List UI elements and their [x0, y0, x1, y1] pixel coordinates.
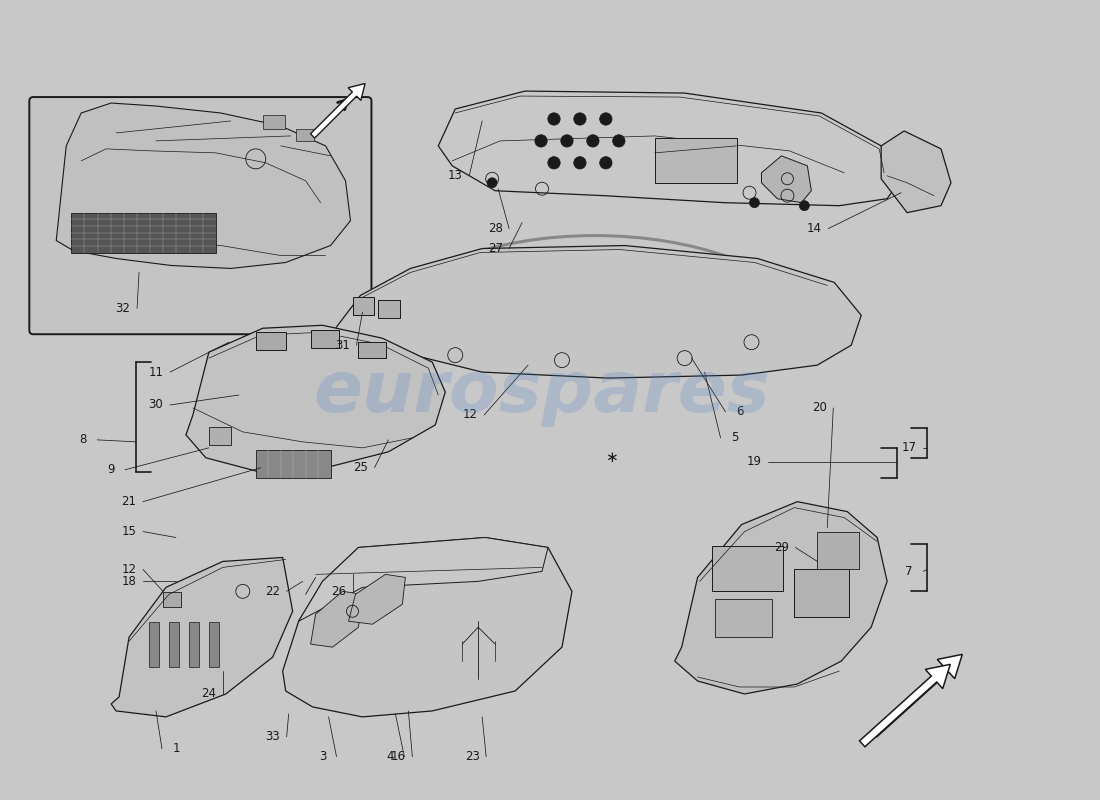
- Text: eurospares: eurospares: [314, 358, 770, 426]
- Polygon shape: [674, 502, 887, 694]
- Circle shape: [548, 113, 560, 125]
- Text: 8: 8: [79, 434, 87, 446]
- Bar: [352, 298, 374, 315]
- Text: ∗: ∗: [605, 450, 618, 466]
- Circle shape: [574, 157, 586, 169]
- Circle shape: [613, 134, 625, 147]
- Text: 32: 32: [116, 302, 131, 315]
- FancyBboxPatch shape: [30, 97, 372, 334]
- Text: 9: 9: [108, 463, 114, 476]
- Circle shape: [574, 113, 586, 125]
- Text: 5: 5: [730, 431, 738, 444]
- Polygon shape: [438, 91, 901, 206]
- Polygon shape: [56, 103, 351, 269]
- Text: 33: 33: [265, 730, 280, 743]
- Text: 30: 30: [148, 398, 164, 411]
- Text: 7: 7: [905, 565, 913, 578]
- Polygon shape: [186, 326, 446, 472]
- FancyArrow shape: [859, 664, 950, 746]
- Bar: [163, 592, 180, 607]
- Polygon shape: [761, 156, 812, 202]
- Text: 19: 19: [747, 455, 762, 468]
- Text: 22: 22: [265, 585, 280, 598]
- Bar: [148, 622, 159, 667]
- Text: 21: 21: [122, 495, 136, 508]
- Text: 3: 3: [319, 750, 327, 763]
- Circle shape: [600, 157, 612, 169]
- Polygon shape: [881, 131, 952, 213]
- Bar: [263, 115, 285, 129]
- Bar: [310, 330, 339, 348]
- FancyArrow shape: [871, 654, 962, 737]
- Text: 27: 27: [487, 242, 503, 255]
- Text: 20: 20: [812, 402, 827, 414]
- Text: 28: 28: [487, 222, 503, 235]
- Bar: [169, 622, 179, 667]
- Circle shape: [749, 198, 759, 208]
- Text: 25: 25: [353, 462, 367, 474]
- Text: 17: 17: [902, 442, 916, 454]
- Text: 31: 31: [336, 338, 350, 352]
- Polygon shape: [310, 591, 363, 647]
- Polygon shape: [283, 538, 572, 717]
- Bar: [715, 599, 772, 637]
- Bar: [654, 138, 737, 182]
- Text: 15: 15: [122, 525, 136, 538]
- Text: 29: 29: [774, 541, 789, 554]
- Bar: [255, 332, 286, 350]
- Bar: [817, 531, 859, 570]
- Bar: [189, 622, 199, 667]
- Text: 13: 13: [448, 170, 463, 182]
- Text: 23: 23: [465, 750, 480, 763]
- Circle shape: [548, 157, 560, 169]
- Text: 14: 14: [806, 222, 822, 235]
- Text: 4: 4: [387, 750, 394, 763]
- Circle shape: [487, 178, 497, 188]
- Polygon shape: [298, 538, 548, 622]
- Circle shape: [800, 201, 810, 210]
- Circle shape: [535, 134, 547, 147]
- Text: 12: 12: [463, 409, 477, 422]
- Polygon shape: [349, 574, 406, 624]
- Circle shape: [586, 134, 600, 147]
- Circle shape: [600, 113, 612, 125]
- Bar: [209, 622, 219, 667]
- Polygon shape: [111, 558, 293, 717]
- Bar: [712, 546, 783, 591]
- Bar: [378, 300, 400, 318]
- Text: 11: 11: [148, 366, 164, 378]
- Text: 18: 18: [122, 575, 136, 588]
- Text: 24: 24: [201, 687, 217, 701]
- Bar: [209, 427, 231, 445]
- Bar: [794, 570, 849, 618]
- Polygon shape: [336, 246, 861, 378]
- Bar: [255, 450, 331, 478]
- Text: 6: 6: [736, 406, 744, 418]
- Bar: [72, 213, 216, 253]
- Bar: [296, 129, 314, 141]
- Text: 26: 26: [331, 585, 346, 598]
- Text: 12: 12: [122, 563, 136, 576]
- FancyArrow shape: [310, 83, 365, 138]
- Circle shape: [561, 134, 573, 147]
- Text: 1: 1: [173, 742, 179, 755]
- Bar: [359, 342, 386, 358]
- Text: 16: 16: [390, 750, 406, 763]
